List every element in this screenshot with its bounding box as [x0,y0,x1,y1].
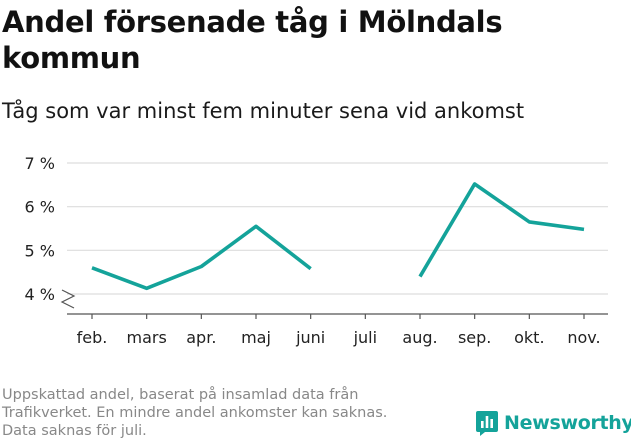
x-tick-label: aug. [402,328,437,347]
newsworthy-logo-icon [476,411,498,436]
series-line [91,224,312,291]
x-tick-label: apr. [186,328,216,347]
newsworthy-brand: Newsworthy [476,408,631,438]
chart-footnote: Uppskattad andel, baserat på insamlad da… [2,386,442,440]
chart-title-line-2: kommun [2,41,141,75]
line-chart: 4 % 5 % 6 % 7 % feb. mars apr. maj juni juli aug.… [25,154,608,347]
footnote-line-2: Trafikverket. En mindre andel ankomster … [2,405,388,421]
x-tick-label: feb. [77,328,108,347]
series-line [418,182,585,278]
x-axis-tick-labels: feb. mars apr. maj juni juli aug. sep. okt. nov. [77,328,601,347]
chart-title: Andel försenade tåg i Mölndals kommun [2,4,602,76]
x-tick-label: maj [241,328,271,347]
y-tick-label: 6 % [25,198,55,217]
x-tick-label: sep. [458,328,491,347]
y-tick-label: 4 % [25,285,55,304]
x-axis [60,289,608,319]
grid-lines [67,162,608,295]
chart-title-line-1: Andel försenade tåg i Mölndals [2,5,503,39]
y-tick-label: 5 % [25,241,55,260]
x-tick-label: juli [353,328,377,347]
brand-name: Newsworthy [504,412,631,434]
axis-break-marker [60,289,76,309]
y-tick-label: 7 % [25,154,55,173]
x-tick-label: nov. [567,328,600,347]
x-tick-label: okt. [514,328,544,347]
footnote-line-1: Uppskattad andel, baserat på insamlad da… [2,387,359,403]
x-tick-label: mars [127,328,167,347]
footnote-line-3: Data saknas för juli. [2,423,147,439]
x-tick-label: juni [295,328,325,347]
y-axis-tick-labels: 4 % 5 % 6 % 7 % [25,154,55,304]
chart-subtitle: Tåg som var minst fem minuter sena vid a… [2,99,525,123]
series-lines [91,182,585,291]
